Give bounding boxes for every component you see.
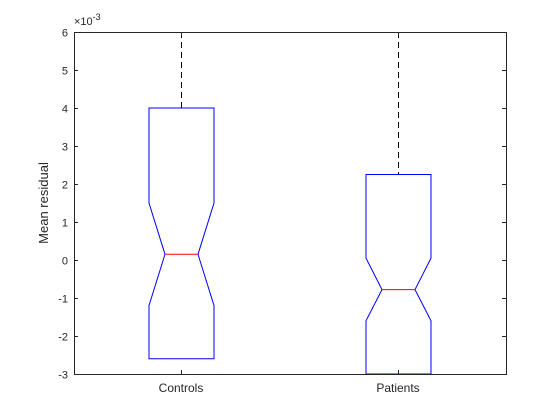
y-tick-label: -2: [58, 332, 68, 344]
y-tick-label: 1: [62, 218, 68, 230]
y-tick-label: 4: [62, 104, 68, 116]
y-axis-label: Mean residual: [36, 162, 51, 244]
y-exponent-power: -3: [93, 12, 101, 22]
y-tick-label: -3: [58, 370, 68, 382]
y-tick-label: 6: [62, 28, 68, 40]
x-tick-label: Controls: [159, 381, 204, 395]
y-tick-label: 0: [62, 256, 68, 268]
notched-box: [148, 107, 215, 360]
y-tick-label: -1: [58, 294, 68, 306]
y-exponent-label: ×10-3: [74, 12, 101, 28]
y-tick-label: 5: [62, 66, 68, 78]
y-axis: -3 -2 -1 0 1 2 3 4 5 6: [58, 28, 506, 382]
x-tick-label: Patients: [376, 381, 419, 395]
x-axis: Controls Patients: [159, 32, 420, 395]
box-plots: [148, 32, 432, 375]
y-tick-label: 3: [62, 142, 68, 154]
plot-area: [74, 32, 506, 374]
y-tick-label: 2: [62, 180, 68, 192]
axes-frame: [74, 32, 507, 375]
y-exponent-base: ×10: [74, 16, 93, 28]
